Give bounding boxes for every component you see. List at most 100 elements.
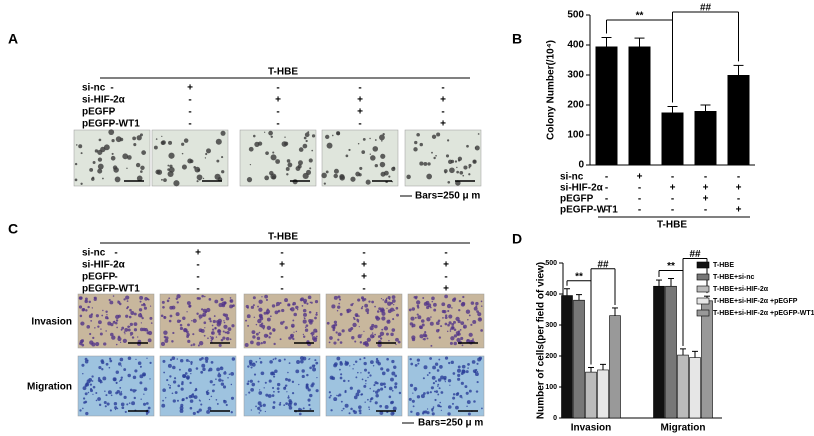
cell (331, 134, 334, 137)
sign: - (358, 83, 361, 94)
cell (221, 155, 224, 159)
cell (82, 397, 86, 400)
cell (369, 334, 375, 339)
cell (422, 377, 425, 380)
cell (224, 370, 226, 373)
cell (462, 324, 467, 329)
cell (84, 297, 88, 301)
cell (161, 135, 163, 138)
cell (457, 156, 463, 161)
cell (263, 387, 265, 389)
cell (216, 367, 220, 372)
cell (359, 411, 362, 415)
cell (133, 322, 138, 327)
cell (217, 373, 222, 378)
cell (205, 152, 208, 156)
cell (92, 385, 96, 389)
cell (106, 402, 110, 406)
cell (283, 358, 286, 361)
cell (210, 336, 214, 340)
cell (223, 324, 228, 329)
cell (428, 371, 431, 374)
sign: - (280, 284, 283, 295)
cell (195, 388, 198, 391)
cell (97, 325, 100, 328)
cell (97, 397, 101, 401)
cell (252, 304, 255, 307)
cell (298, 412, 302, 416)
cell (256, 341, 261, 346)
cell (284, 298, 288, 303)
cell (432, 406, 435, 408)
cell (459, 394, 463, 398)
cell (80, 323, 82, 325)
cell (341, 409, 343, 412)
cell (115, 370, 119, 374)
cell (264, 131, 266, 133)
cell (446, 139, 450, 142)
cell (298, 407, 302, 411)
cell (85, 411, 89, 416)
cell (452, 372, 456, 375)
cell (98, 403, 102, 407)
cell (198, 399, 201, 401)
cell (348, 148, 351, 152)
cell (109, 300, 114, 305)
cell (178, 368, 181, 371)
cell (310, 332, 312, 335)
cell (264, 175, 270, 181)
cell (119, 392, 123, 396)
cell (139, 312, 142, 315)
cell (339, 376, 343, 380)
cell (277, 390, 280, 393)
cell (463, 165, 468, 170)
cell (223, 321, 226, 324)
row-label: si-nc (82, 83, 106, 94)
cell (175, 312, 180, 317)
cell (219, 366, 224, 371)
cell (379, 337, 383, 340)
cell (95, 399, 98, 402)
cell (281, 308, 285, 313)
cell (221, 170, 225, 174)
cell (162, 399, 165, 402)
cell (438, 387, 441, 390)
cell (259, 357, 261, 360)
cell (447, 309, 450, 313)
cell (192, 393, 194, 396)
cell (386, 368, 390, 372)
cell (101, 314, 104, 317)
sign: - (737, 172, 740, 183)
cell (393, 385, 398, 389)
cell (84, 357, 88, 361)
cell (333, 320, 338, 324)
cell (222, 330, 225, 333)
cell (206, 391, 210, 395)
cell (416, 313, 419, 316)
cell (444, 316, 448, 320)
cell (216, 402, 219, 405)
cell (315, 335, 318, 338)
cell (92, 161, 96, 164)
cell (348, 328, 352, 332)
error-bar (634, 37, 645, 47)
cell (368, 408, 370, 410)
cell (431, 408, 434, 411)
error-bar (576, 294, 582, 301)
cell (295, 369, 300, 374)
cell (272, 358, 275, 361)
annotation: ** (575, 271, 583, 282)
cell (231, 357, 236, 361)
cell (471, 360, 476, 364)
cell (297, 160, 303, 166)
cell (276, 382, 281, 387)
cell (202, 367, 206, 372)
cell (271, 371, 275, 376)
cell (368, 406, 370, 408)
cell (298, 383, 300, 386)
cell (137, 361, 142, 365)
cell (368, 300, 371, 303)
cell (290, 307, 295, 312)
row-label: pEGFP-WT1 (82, 284, 140, 295)
cell (456, 166, 458, 169)
